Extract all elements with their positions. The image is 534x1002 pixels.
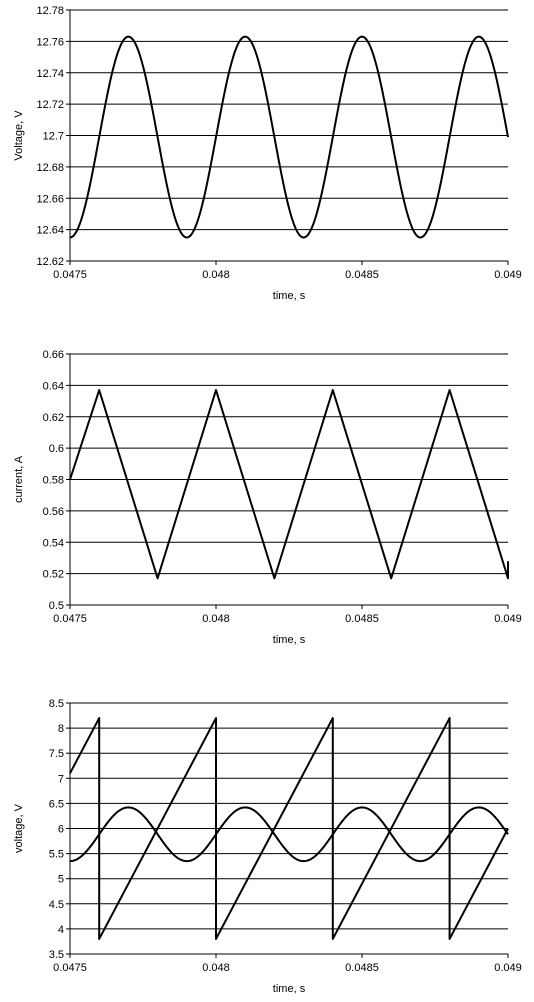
y-tick-label: 0.58 [43,475,64,487]
y-axis-label: voltage, V [13,803,25,853]
y-tick-label: 0.54 [43,537,64,549]
y-tick-label: 3.5 [49,949,64,961]
x-tick-label: 0.049 [494,613,522,625]
y-axis-label: current, A [13,455,25,503]
y-tick-label: 12.7 [43,131,64,143]
series-line-1 [69,35,509,239]
series-line-2 [69,717,509,940]
y-axis-label: Voltage, V [13,110,25,161]
y-tick-label: 4.5 [49,899,64,911]
y-tick-label: 5.5 [49,849,64,861]
y-tick-label: 8 [58,723,64,735]
y-tick-label: 0.5 [49,600,64,612]
y-tick-label: 5 [58,874,64,886]
x-tick-label: 0.0485 [345,613,379,625]
y-tick-label: 0.6 [49,443,64,455]
x-tick-label: 0.048 [202,269,230,281]
y-tick-label: 8.5 [49,698,64,710]
chart-1: 12.62 12.64 12.66 12.68 12.7 12.72 12.74 12.76 1… [13,5,522,302]
x-tick-label: 0.0475 [53,269,87,281]
x-tick-label: 0.049 [494,962,522,974]
x-tick-label: 0.0485 [345,269,379,281]
y-tick-label: 12.68 [36,162,64,174]
y-tick-label: 12.74 [36,68,64,80]
x-axis-label: time, s [273,290,306,302]
y-tick-label: 0.62 [43,412,64,424]
x-axis-label: time, s [273,983,306,995]
x-tick-label: 0.0475 [53,613,87,625]
y-tick-label: 12.62 [36,256,64,268]
y-tick-label: 6 [58,824,64,836]
y-tick-label: 0.66 [43,349,64,361]
y-tick-label: 12.72 [36,99,64,111]
y-tick-label: 12.78 [36,5,64,17]
series-line-1 [69,389,509,580]
y-tick-label: 0.56 [43,506,64,518]
y-tick-label: 0.64 [43,380,64,392]
y-tick-label: 12.64 [36,225,64,237]
y-tick-label: 7 [58,773,64,785]
series-line-1 [69,806,509,863]
y-tick-label: 12.76 [36,36,64,48]
x-tick-label: 0.048 [202,962,230,974]
chart-3: 3.5 4 4.5 5 5.5 6 6.5 7 7.5 8 8.5 0.0475 0.048 0.0485… [13,698,522,995]
y-tick-label: 12.66 [36,193,64,205]
x-tick-label: 0.048 [202,613,230,625]
y-tick-label: 6.5 [49,798,64,810]
y-tick-label: 0.52 [43,569,64,581]
chart-2: 0.5 0.52 0.54 0.56 0.58 0.6 0.62 0.64 0.66 0.0475… [13,349,522,646]
x-tick-label: 0.049 [494,269,522,281]
y-tick-label: 7.5 [49,748,64,760]
x-tick-label: 0.0485 [345,962,379,974]
x-tick-label: 0.0475 [53,962,87,974]
y-tick-label: 4 [58,924,64,936]
x-axis-label: time, s [273,634,306,646]
